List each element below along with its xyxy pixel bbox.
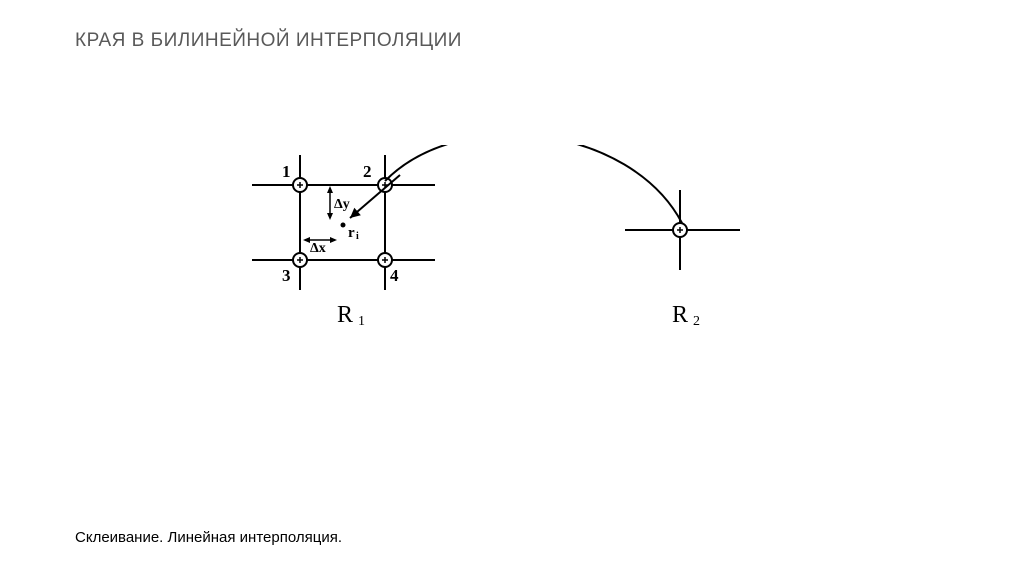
svg-text:R: R [672, 302, 688, 328]
svg-text:R: R [337, 302, 353, 328]
svg-text:2: 2 [363, 162, 372, 181]
page-title: КРАЯ В БИЛИНЕЙНОЙ ИНТЕРПОЛЯЦИИ [75, 30, 462, 52]
svg-text:1: 1 [358, 314, 365, 329]
svg-text:i: i [356, 231, 359, 242]
svg-text:Δx: Δx [310, 241, 326, 256]
svg-text:3: 3 [282, 266, 291, 285]
svg-text:4: 4 [390, 266, 399, 285]
svg-text:Δy: Δy [334, 197, 350, 212]
interpolation-diagram: 1234ΔyΔxriR1R2 [230, 145, 790, 375]
svg-text:2: 2 [693, 314, 700, 329]
svg-text:1: 1 [282, 162, 291, 181]
footer-text: Склеивание. Линейная интерполяция. [75, 529, 342, 546]
svg-text:r: r [348, 225, 355, 241]
